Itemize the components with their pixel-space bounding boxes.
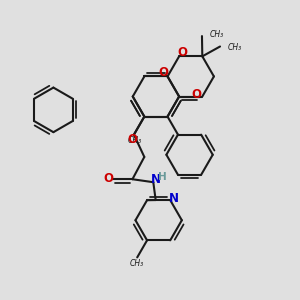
Text: CH₃: CH₃ xyxy=(130,259,144,268)
Text: CH₃: CH₃ xyxy=(209,30,224,39)
Text: O: O xyxy=(158,66,168,80)
Text: O: O xyxy=(128,134,137,146)
Text: N: N xyxy=(151,173,161,186)
Text: N: N xyxy=(169,193,179,206)
Text: CH₃: CH₃ xyxy=(227,44,242,52)
Text: O: O xyxy=(191,88,201,100)
Text: CH₃: CH₃ xyxy=(128,136,142,145)
Text: H: H xyxy=(158,172,167,182)
Text: O: O xyxy=(178,46,188,59)
Text: O: O xyxy=(103,172,114,184)
